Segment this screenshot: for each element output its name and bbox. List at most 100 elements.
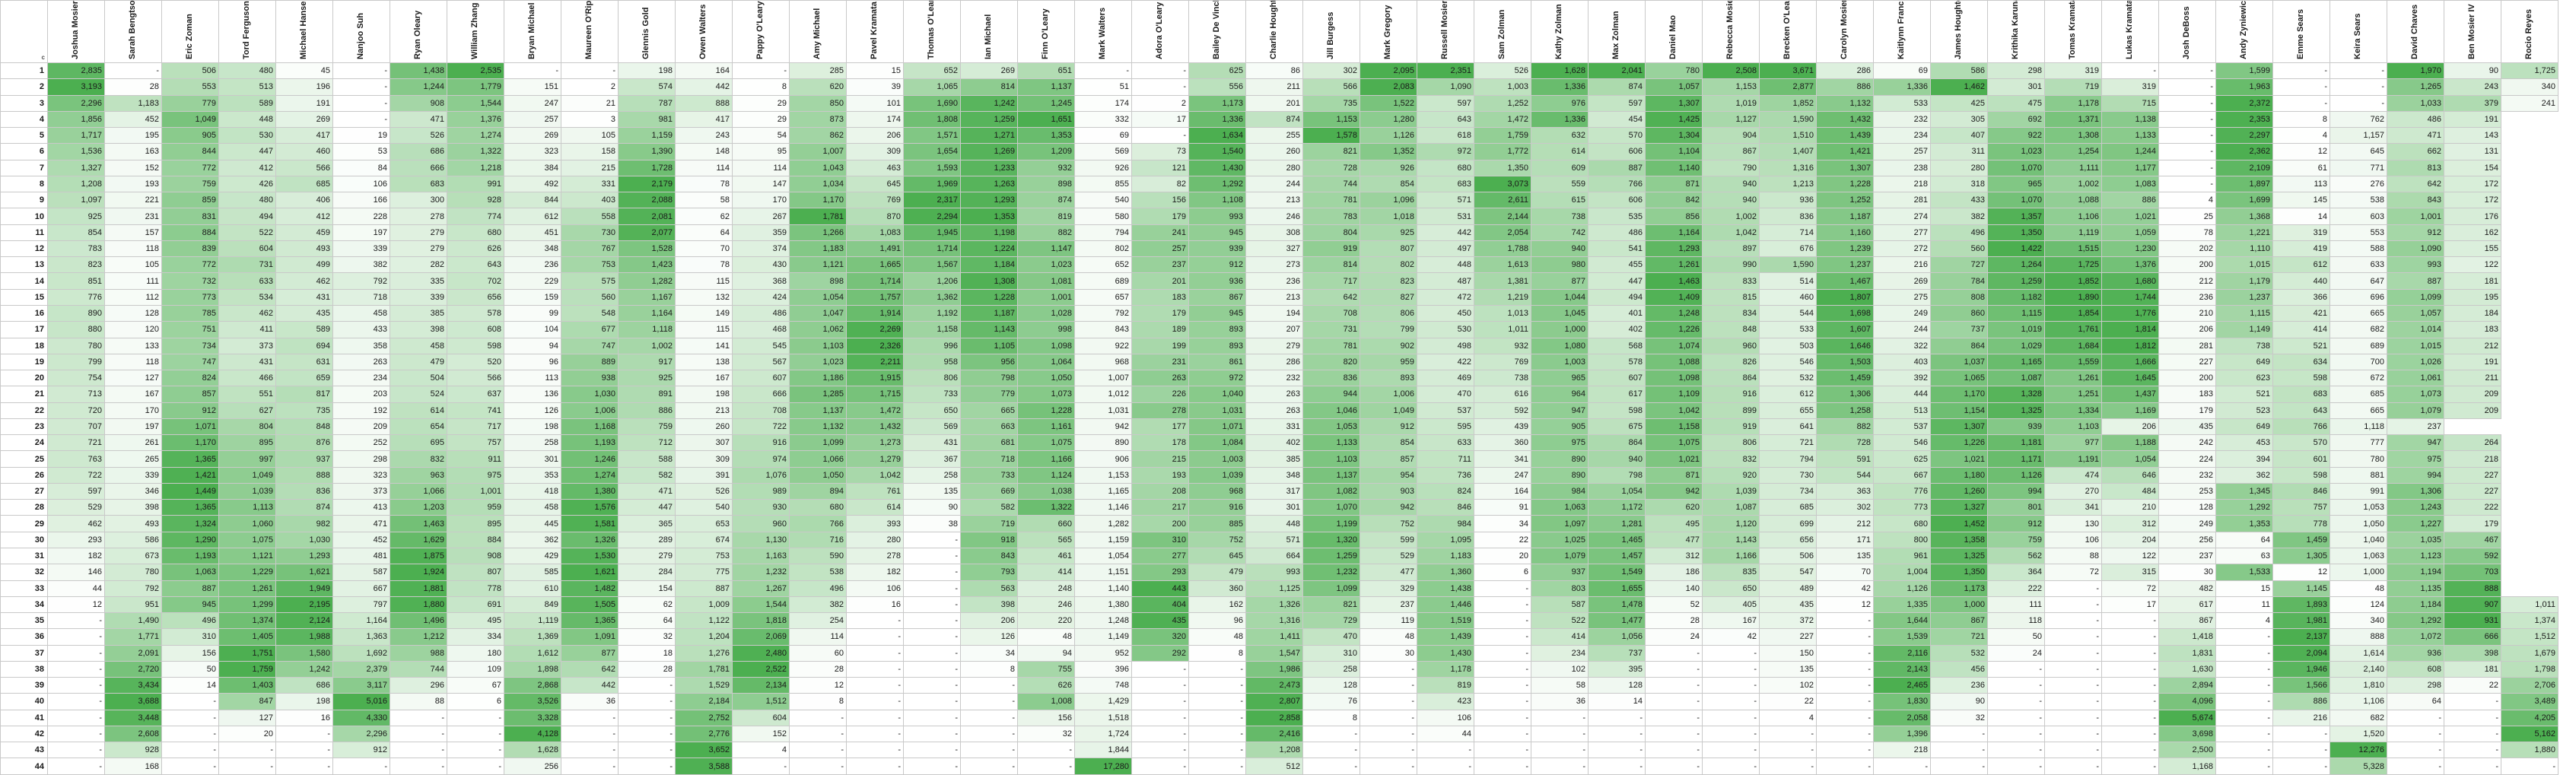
table-cell[interactable]: 620 — [1645, 499, 1703, 516]
table-cell[interactable]: 656 — [1759, 531, 1817, 548]
table-cell[interactable]: 1,539 — [1873, 628, 1931, 646]
table-cell[interactable]: 1,759 — [218, 660, 276, 678]
table-cell[interactable]: 1,028 — [1017, 304, 1075, 322]
table-cell[interactable]: 598 — [447, 337, 504, 354]
table-cell[interactable]: 1,316 — [1759, 159, 1817, 176]
table-cell[interactable]: 538 — [789, 564, 847, 581]
table-cell[interactable]: 566 — [275, 159, 333, 176]
table-cell[interactable]: 683 — [2272, 386, 2330, 403]
table-cell[interactable]: 615 — [1531, 192, 1589, 209]
table-cell[interactable]: 751 — [161, 321, 219, 338]
table-cell[interactable]: 738 — [1474, 370, 1531, 387]
table-cell[interactable]: 1,307 — [1645, 94, 1703, 112]
table-cell[interactable]: 1,001 — [1017, 288, 1075, 306]
table-cell[interactable]: 717 — [1302, 272, 1360, 290]
table-cell[interactable]: 686 — [275, 677, 333, 694]
table-cell[interactable]: 1,478 — [1588, 596, 1646, 614]
table-cell[interactable]: - — [1131, 742, 1189, 759]
table-cell[interactable]: - — [1702, 742, 1760, 759]
table-cell[interactable]: 8 — [2272, 110, 2330, 129]
table-cell[interactable]: 1,893 — [2272, 596, 2330, 614]
table-cell[interactable]: 722 — [732, 418, 790, 436]
table-cell[interactable]: 1,890 — [2044, 288, 2102, 306]
table-cell[interactable]: 487 — [1417, 272, 1474, 290]
table-cell[interactable]: 1,629 — [390, 531, 447, 548]
table-cell[interactable]: 2,317 — [903, 192, 961, 209]
table-cell[interactable]: - — [1302, 742, 1360, 759]
table-cell[interactable]: 1,084 — [1188, 434, 1246, 452]
table-cell[interactable]: 681 — [960, 434, 1018, 452]
table-cell[interactable]: 732 — [161, 272, 219, 290]
table-cell[interactable]: 156 — [161, 644, 219, 662]
table-cell[interactable]: 733 — [960, 466, 1018, 484]
table-cell[interactable]: 1,590 — [1759, 256, 1817, 274]
table-cell[interactable]: 1,042 — [846, 466, 904, 484]
table-cell[interactable]: 1,164 — [332, 612, 390, 630]
table-cell[interactable]: 1,698 — [1816, 304, 1874, 322]
table-cell[interactable]: 773 — [161, 288, 219, 306]
table-cell[interactable]: 1,208 — [1245, 742, 1303, 759]
table-cell[interactable]: 680 — [1873, 515, 1931, 532]
table-cell[interactable]: - — [2444, 725, 2501, 743]
table-cell[interactable]: - — [2101, 660, 2159, 678]
table-cell[interactable]: 348 — [1245, 466, 1303, 484]
table-cell[interactable]: 848 — [1702, 321, 1760, 338]
table-cell[interactable]: 281 — [2158, 337, 2216, 354]
table-cell[interactable]: 1,118 — [2330, 418, 2387, 436]
table-cell[interactable]: 1,192 — [903, 304, 961, 322]
table-cell[interactable]: 2,077 — [618, 224, 676, 241]
table-cell[interactable]: 578 — [1588, 353, 1646, 371]
table-cell[interactable]: 1,963 — [2215, 78, 2273, 96]
table-cell[interactable]: 249 — [2158, 515, 2216, 532]
table-cell[interactable]: 1,512 — [732, 693, 790, 710]
table-cell[interactable]: - — [846, 660, 904, 678]
table-cell[interactable]: 1,186 — [789, 370, 847, 387]
table-cell[interactable]: 64 — [2387, 693, 2444, 710]
table-cell[interactable]: 591 — [1816, 450, 1874, 468]
table-cell[interactable]: 1,422 — [1987, 240, 2045, 258]
table-cell[interactable]: 968 — [1074, 353, 1132, 371]
table-cell[interactable]: 1,467 — [1816, 272, 1874, 290]
table-cell[interactable]: 246 — [1017, 596, 1075, 614]
table-cell[interactable]: 936 — [2387, 644, 2444, 662]
table-cell[interactable]: 1,047 — [789, 304, 847, 322]
table-cell[interactable]: 1,544 — [447, 94, 504, 112]
table-cell[interactable]: 367 — [903, 450, 961, 468]
table-cell[interactable]: 1,006 — [561, 402, 619, 419]
table-cell[interactable]: 1,187 — [1816, 208, 1874, 225]
table-cell[interactable]: 277 — [1131, 547, 1189, 565]
table-cell[interactable]: 254 — [789, 612, 847, 630]
table-cell[interactable]: 1,096 — [1360, 192, 1417, 209]
table-cell[interactable]: 1,810 — [2330, 677, 2387, 694]
table-cell[interactable]: 486 — [2387, 110, 2444, 129]
table-cell[interactable]: 930 — [732, 499, 790, 516]
table-cell[interactable]: 480 — [218, 62, 276, 80]
table-cell[interactable]: 256 — [504, 758, 561, 775]
table-cell[interactable]: 1,264 — [1987, 256, 2045, 274]
column-header-24[interactable]: Mark Gregory — [1360, 0, 1417, 63]
table-cell[interactable]: - — [1702, 644, 1760, 662]
table-cell[interactable]: 310 — [161, 628, 219, 646]
table-cell[interactable]: - — [846, 725, 904, 743]
table-cell[interactable]: 1,061 — [2387, 370, 2444, 387]
table-cell[interactable]: - — [1588, 725, 1646, 743]
table-cell[interactable]: 1,079 — [1531, 547, 1589, 565]
table-cell[interactable]: 459 — [275, 224, 333, 241]
table-cell[interactable]: 1,986 — [1245, 660, 1303, 678]
table-cell[interactable]: 448 — [1245, 515, 1303, 532]
table-cell[interactable]: 1,409 — [1645, 288, 1703, 306]
column-header-12[interactable]: Owen Walters — [675, 0, 733, 63]
table-cell[interactable]: - — [1759, 758, 1817, 775]
table-cell[interactable]: 520 — [447, 353, 504, 371]
table-cell[interactable]: 890 — [1531, 466, 1589, 484]
table-cell[interactable]: 1,352 — [1360, 143, 1417, 160]
table-cell[interactable]: 1,137 — [1302, 466, 1360, 484]
table-cell[interactable]: 568 — [1588, 337, 1646, 354]
table-cell[interactable]: 106 — [332, 175, 390, 193]
table-cell[interactable]: 19 — [332, 127, 390, 145]
table-cell[interactable]: 598 — [2272, 370, 2330, 387]
table-cell[interactable]: 1,188 — [2101, 434, 2159, 452]
column-header-26[interactable]: Sam Zolman — [1474, 0, 1531, 63]
table-cell[interactable]: 1,437 — [2101, 386, 2159, 403]
table-cell[interactable]: 598 — [2272, 466, 2330, 484]
